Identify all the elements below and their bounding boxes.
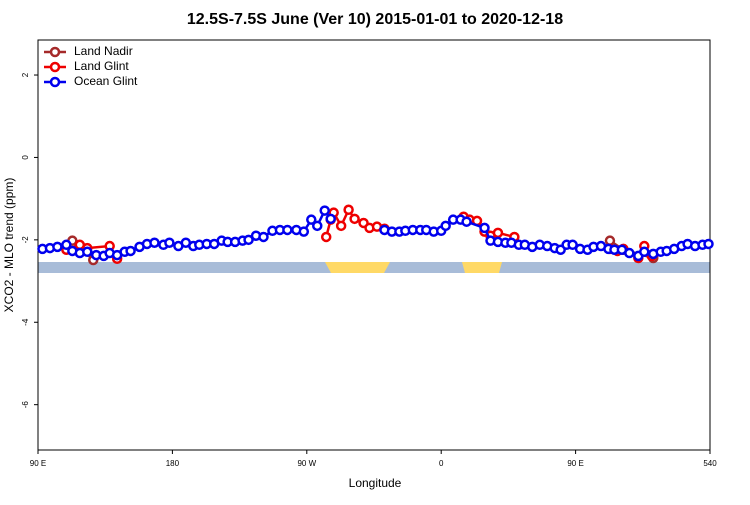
x-tick-label: 90 E bbox=[30, 459, 46, 468]
x-tick-label: 90 W bbox=[297, 459, 316, 468]
point-marker bbox=[258, 231, 269, 243]
y-axis-label: XCO2 - MLO trend (ppm) bbox=[2, 178, 16, 313]
point-marker bbox=[282, 224, 293, 236]
x-tick-label: 90 E bbox=[567, 459, 583, 468]
point-marker bbox=[624, 247, 635, 259]
point-marker bbox=[125, 245, 136, 257]
point-marker bbox=[164, 237, 175, 248]
point-marker bbox=[298, 226, 310, 237]
point-marker bbox=[479, 222, 490, 234]
point-marker bbox=[306, 214, 317, 225]
point-marker bbox=[61, 239, 72, 251]
chart-title: 12.5S-7.5S June (Ver 10) 2015-01-01 to 2… bbox=[187, 11, 563, 28]
point-marker bbox=[243, 234, 254, 246]
point-marker bbox=[567, 239, 578, 251]
x-axis-label: Longitude bbox=[349, 476, 402, 490]
point-marker bbox=[703, 238, 714, 250]
point-marker bbox=[319, 205, 330, 216]
point-marker bbox=[492, 227, 504, 239]
y-tick-label: -2 bbox=[21, 236, 30, 244]
land-strip bbox=[462, 262, 502, 273]
legend-label: Land Nadir bbox=[74, 44, 133, 58]
point-marker bbox=[82, 246, 93, 258]
y-tick-label: 2 bbox=[21, 72, 30, 77]
point-marker bbox=[343, 204, 354, 216]
map-strip bbox=[38, 262, 710, 273]
legend-label: Ocean Glint bbox=[74, 74, 138, 88]
point-marker bbox=[461, 216, 472, 227]
legend-marker bbox=[49, 61, 61, 73]
x-tick-label: 180 bbox=[166, 459, 180, 468]
x-tick-label: 0 bbox=[439, 459, 444, 468]
x-tick-label: 540 bbox=[703, 459, 717, 468]
land-strip bbox=[325, 262, 390, 273]
point-marker bbox=[52, 241, 63, 253]
y-tick-label: 0 bbox=[21, 155, 30, 160]
point-marker bbox=[149, 237, 160, 248]
point-marker bbox=[312, 220, 323, 232]
point-marker bbox=[639, 246, 650, 258]
point-marker bbox=[335, 220, 347, 232]
y-tick-label: -6 bbox=[21, 401, 30, 409]
point-marker bbox=[349, 213, 360, 225]
point-marker bbox=[320, 231, 332, 243]
y-tick-label: -4 bbox=[21, 318, 30, 326]
point-marker bbox=[440, 220, 451, 232]
legend-label: Land Glint bbox=[74, 59, 129, 73]
point-marker bbox=[604, 235, 616, 246]
point-marker bbox=[325, 213, 336, 225]
legend-marker bbox=[49, 46, 61, 58]
legend-marker bbox=[49, 76, 61, 88]
